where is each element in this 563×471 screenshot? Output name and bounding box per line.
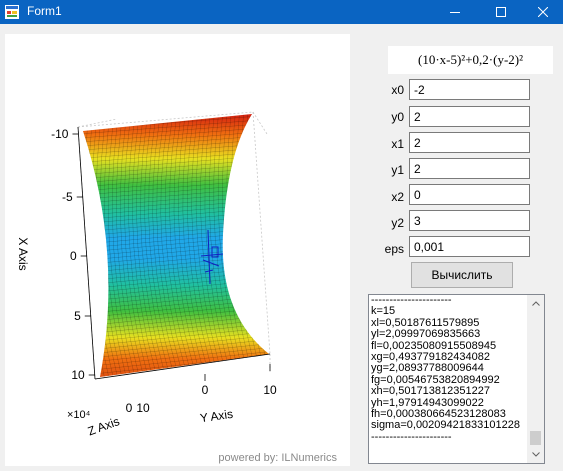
label-y2: y2 <box>391 216 404 230</box>
x0-input[interactable] <box>409 79 530 100</box>
result-line: fg=0,00546753820894992 <box>371 373 500 386</box>
results-scrollbar[interactable] <box>527 295 544 463</box>
z-axis-label: Z Axis <box>86 414 121 438</box>
x-tick-label: 5 <box>74 309 81 323</box>
results-textbox[interactable]: ---------------------- k=15 xl=0,501876115… <box>368 294 545 464</box>
label-y1: y1 <box>391 163 404 177</box>
x-tick-label: -5 <box>62 190 73 204</box>
formula-display: (10·x-5)²+0,2·(y-2)² <box>388 46 553 74</box>
result-line: fl=0,00235080915508945 <box>371 339 497 352</box>
result-line: xl=0,50187611579895 <box>371 316 480 329</box>
result-line: fh=0,000380664523128083 <box>371 408 506 421</box>
y0-input[interactable] <box>409 106 530 127</box>
surface-mesh <box>83 114 269 377</box>
result-line: ---------------------- <box>371 430 452 443</box>
y1-input[interactable] <box>409 158 530 179</box>
label-x0: x0 <box>391 83 404 97</box>
y-tick-10: 10 <box>263 383 277 397</box>
scroll-thumb[interactable] <box>530 431 541 445</box>
maximize-button[interactable] <box>479 0 523 24</box>
label-x2: x2 <box>391 190 404 204</box>
minimize-button[interactable] <box>433 0 477 24</box>
scroll-down-button[interactable] <box>527 446 544 463</box>
result-line: ---------------------- <box>371 294 452 306</box>
y-axis-ticks: 0 10 <box>202 364 277 397</box>
result-line: xh=0,501713812351227 <box>371 385 490 398</box>
scroll-up-button[interactable] <box>527 295 544 312</box>
chevron-up-icon <box>531 301 540 306</box>
maximize-icon <box>496 7 506 17</box>
result-line: yl=2,09997069835663 <box>371 328 481 341</box>
result-line: sigma=0,00209421833101228 <box>371 419 520 432</box>
result-line: k=15 <box>371 305 396 318</box>
x2-input[interactable] <box>409 184 530 205</box>
close-icon <box>538 7 548 17</box>
plot-canvas[interactable]: -10 -5 0 5 10 0 10 0 10 X Axis Y Axis ×10⁴ Z… <box>5 34 350 466</box>
label-x1: x1 <box>391 137 404 151</box>
x-axis-label: X Axis <box>16 237 30 270</box>
window-title: Form1 <box>27 4 62 18</box>
calculate-button[interactable]: Вычислить <box>411 262 513 288</box>
x1-input[interactable] <box>409 132 530 153</box>
axis-lines <box>77 126 271 380</box>
x-tick-label: 0 <box>70 249 77 263</box>
eps-input[interactable] <box>409 236 530 257</box>
z-axis-ticks: 0 10 <box>126 401 150 415</box>
y2-input[interactable] <box>409 210 530 231</box>
z-tick-10: 10 <box>136 401 150 415</box>
x-tick-label: 10 <box>71 368 85 382</box>
close-button[interactable] <box>521 0 563 24</box>
watermark: powered by: ILNumerics <box>218 452 337 464</box>
y-axis-label: Y Axis <box>199 407 234 425</box>
y-tick-0: 0 <box>202 383 209 397</box>
result-line: yh=1,97914943099022 <box>371 396 484 409</box>
results-text: ---------------------- k=15 xl=0,501876115… <box>371 295 527 443</box>
result-line: xg=0,493779182434082 <box>371 351 490 364</box>
minimize-icon <box>450 12 460 13</box>
result-line: yg=2,08937788009644 <box>371 362 484 375</box>
surface-plot[interactable]: -10 -5 0 5 10 0 10 0 10 X Axis Y Axis ×10⁴ Z… <box>5 34 350 466</box>
label-y0: y0 <box>391 110 404 124</box>
z-scale-label: ×10⁴ <box>67 409 91 421</box>
minimum-marker <box>200 229 224 285</box>
app-icon <box>5 5 19 19</box>
x-axis-ticks: -10 -5 0 5 10 <box>51 127 95 382</box>
title-bar[interactable]: Form1 <box>0 0 563 24</box>
x-tick-label: -10 <box>51 127 69 141</box>
chevron-down-icon <box>531 452 540 457</box>
label-eps: eps <box>384 242 404 256</box>
z-tick-0: 0 <box>126 401 133 415</box>
